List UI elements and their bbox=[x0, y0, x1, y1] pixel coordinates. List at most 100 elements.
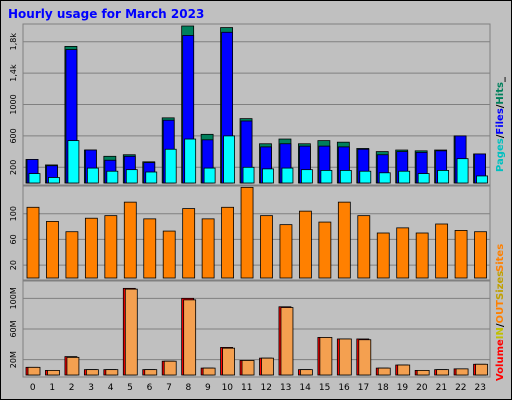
out-bar bbox=[377, 367, 391, 376]
sites-bar bbox=[240, 186, 254, 279]
x-tick-label: 18 bbox=[377, 383, 389, 393]
pages-bar bbox=[242, 166, 255, 184]
pages-bar bbox=[48, 177, 60, 184]
x-tick-label: 1 bbox=[49, 383, 55, 393]
y-tick-label: 20M bbox=[9, 351, 18, 368]
pages-bar bbox=[339, 170, 352, 184]
sites-bar bbox=[182, 208, 196, 279]
x-tick-label: 17 bbox=[358, 383, 369, 393]
out-bar bbox=[319, 337, 333, 376]
pages-bar bbox=[320, 170, 333, 184]
legend-pages-files-hits-part: / bbox=[495, 134, 506, 138]
sites-bar bbox=[201, 218, 215, 279]
legend-pages-files-hits-part: Pages bbox=[495, 138, 506, 172]
out-bar bbox=[397, 364, 411, 376]
x-tick-label: 19 bbox=[397, 383, 409, 393]
out-bar bbox=[85, 369, 99, 376]
out-bar bbox=[455, 368, 469, 376]
out-bar bbox=[27, 366, 41, 376]
sites-bar bbox=[65, 231, 79, 279]
x-tick-label: 12 bbox=[261, 383, 272, 393]
pages-bar bbox=[125, 169, 138, 184]
pages-bar bbox=[398, 170, 411, 184]
y-tick-label: 100M bbox=[9, 287, 18, 309]
x-tick-label: 4 bbox=[108, 383, 114, 393]
sites-bar bbox=[318, 221, 332, 279]
y-tick-label: 60 bbox=[9, 234, 18, 244]
out-bar bbox=[475, 363, 488, 376]
x-tick-label: 22 bbox=[455, 383, 466, 393]
x-tick-label: 5 bbox=[127, 383, 133, 393]
x-tick-label: 20 bbox=[416, 383, 428, 393]
sites-bar bbox=[123, 201, 137, 279]
legend-volume: VolumeIN/OUTSizes bbox=[495, 271, 506, 381]
sites-bar bbox=[104, 215, 118, 279]
chart-title: Hourly usage for March 2023 bbox=[8, 7, 205, 21]
pages-bar bbox=[417, 173, 430, 184]
legend-sites-part: Sites bbox=[495, 244, 506, 272]
out-bar bbox=[436, 369, 450, 376]
legend-volume-part: Sizes bbox=[495, 271, 506, 300]
x-tick-label: 2 bbox=[69, 383, 75, 393]
x-tick-label: 8 bbox=[186, 383, 192, 393]
out-bar bbox=[338, 338, 352, 376]
y-tick-label: 1,4k bbox=[9, 64, 18, 82]
legend-pages-files-hits-part: _ bbox=[495, 77, 506, 82]
x-tick-label: 10 bbox=[222, 383, 234, 393]
pages-bar bbox=[86, 167, 99, 184]
x-tick-label: 3 bbox=[88, 383, 94, 393]
sites-bar bbox=[162, 230, 176, 279]
x-tick-label: 6 bbox=[147, 383, 153, 393]
pages-bar bbox=[301, 169, 313, 184]
x-tick-label: 16 bbox=[338, 383, 350, 393]
out-bar bbox=[47, 369, 60, 376]
pages-bar bbox=[145, 171, 158, 184]
pages-bar bbox=[359, 170, 372, 184]
y-tick-label: 200 bbox=[9, 160, 18, 175]
sites-bar bbox=[299, 210, 312, 279]
legend-volume-part: OUT bbox=[495, 300, 506, 324]
legend-sites: Sites bbox=[495, 244, 506, 272]
pages-bar bbox=[378, 172, 391, 184]
y-tick-label: 1000 bbox=[9, 94, 18, 114]
sites-bar bbox=[474, 231, 487, 279]
out-bar bbox=[416, 369, 430, 376]
out-bar bbox=[261, 357, 274, 376]
sites-bar bbox=[415, 232, 429, 279]
sites-bar bbox=[26, 206, 40, 279]
y-tick-label: 60M bbox=[9, 320, 18, 337]
y-tick-label: 20 bbox=[9, 260, 18, 270]
x-tick-label: 23 bbox=[475, 383, 486, 393]
pages-bar bbox=[262, 168, 274, 184]
pages-bar bbox=[281, 167, 294, 184]
pages-bar bbox=[106, 170, 119, 184]
sites-bar bbox=[357, 215, 371, 279]
out-bar bbox=[183, 299, 197, 376]
y-tick-label: 1,8k bbox=[9, 33, 18, 51]
out-bar bbox=[222, 347, 235, 376]
sites-bar bbox=[221, 206, 234, 279]
sites-bar bbox=[84, 217, 98, 279]
x-tick-label: 14 bbox=[299, 383, 311, 393]
x-tick-label: 0 bbox=[30, 383, 36, 393]
sites-bar bbox=[454, 230, 468, 279]
out-bar bbox=[66, 356, 80, 376]
pages-bar bbox=[28, 173, 41, 184]
legend-pages-files-hits: Pages/Files/Hits_ bbox=[495, 77, 506, 172]
pages-bar bbox=[67, 140, 80, 184]
sites-bar bbox=[396, 227, 410, 279]
out-bar bbox=[105, 369, 119, 376]
legend-volume-part: Volume bbox=[495, 339, 506, 381]
sites-bar bbox=[337, 201, 351, 279]
x-tick-label: 15 bbox=[319, 383, 330, 393]
sites-bar bbox=[46, 221, 59, 279]
x-tick-label: 11 bbox=[241, 383, 252, 393]
y-tick-label: 100 bbox=[9, 206, 18, 221]
pages-bar bbox=[184, 138, 197, 184]
x-tick-label: 13 bbox=[280, 383, 291, 393]
out-bar bbox=[280, 307, 294, 376]
x-tick-label: 9 bbox=[205, 383, 211, 393]
legend-pages-files-hits-part: Hits bbox=[495, 82, 506, 105]
